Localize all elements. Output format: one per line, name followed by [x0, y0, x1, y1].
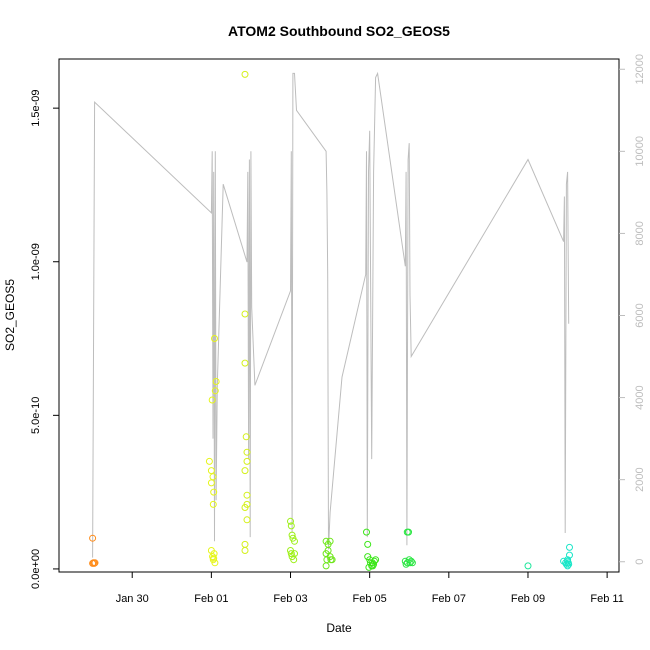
x-tick-label: Feb 05: [353, 593, 387, 605]
y2-tick-label: 6000: [634, 303, 646, 327]
data-point: [211, 387, 219, 395]
data-point: [288, 531, 296, 539]
altitude-line-layer: [92, 71, 570, 558]
data-point: [211, 559, 219, 567]
data-point: [211, 335, 218, 342]
data-point: [243, 516, 251, 524]
x-axis: Jan 30 Feb 01 Feb 03 Feb 05 Feb 07 Feb 09 Feb …: [116, 572, 624, 605]
data-point: [287, 550, 295, 558]
data-point: [243, 448, 251, 456]
y2-tick-label: 10000: [634, 136, 646, 167]
data-point: [212, 378, 220, 385]
data-point: [209, 473, 217, 481]
plot-frame: [58, 58, 620, 573]
data-points-layer: [89, 70, 573, 571]
altitude-line: [92, 71, 570, 558]
data-point: [564, 557, 572, 565]
data-point: [210, 488, 218, 496]
data-point: [326, 537, 334, 545]
data-point: [287, 522, 295, 530]
data-point: [363, 528, 370, 536]
data-point: [241, 547, 249, 554]
data-point: [407, 557, 415, 565]
x-tick-label: Feb 11: [590, 593, 623, 605]
data-point: [210, 550, 218, 558]
y-tick-label: 1.5e-09: [30, 89, 42, 126]
data-point: [91, 559, 99, 567]
x-tick-label: Feb 07: [432, 593, 466, 605]
x-tick-label: Feb 03: [273, 593, 307, 605]
data-point: [210, 554, 218, 562]
data-point: [208, 396, 216, 404]
data-point: [90, 559, 98, 567]
data-point: [207, 467, 215, 475]
data-point: [562, 560, 570, 568]
data-point: [243, 457, 251, 465]
secondary-y-axis: 0 2000 4000 6000 8000 10000 12000: [619, 54, 646, 565]
data-point: [322, 562, 330, 570]
x-tick-label: Jan 30: [116, 593, 149, 605]
data-point: [291, 537, 298, 545]
y2-tick-label: 12000: [634, 54, 646, 85]
y-tick-label: 5.0e-10: [30, 397, 42, 434]
data-point: [241, 70, 249, 78]
y-axis: 0.0e+00 5.0e-10 1.0e-09 1.5e-09: [30, 89, 59, 589]
data-point: [564, 562, 572, 570]
data-point: [241, 359, 249, 367]
y2-tick-label: 2000: [634, 467, 646, 491]
data-point: [408, 559, 416, 567]
y2-tick-label: 4000: [634, 385, 646, 409]
data-point: [205, 457, 213, 465]
data-point: [566, 551, 573, 559]
data-point: [241, 540, 249, 548]
y-axis-label: SO2_GEOS5: [3, 279, 17, 351]
data-point: [565, 560, 573, 568]
data-point: [242, 433, 250, 441]
x-tick-label: Feb 01: [194, 593, 228, 605]
data-point: [524, 562, 532, 570]
data-point: [291, 550, 298, 558]
chart-title: ATOM2 Southbound SO2_GEOS5: [228, 23, 450, 39]
x-tick-label: Feb 09: [511, 593, 545, 605]
y-tick-label: 1.0e-09: [30, 243, 42, 280]
data-point: [372, 556, 380, 564]
data-point: [364, 540, 372, 548]
y2-tick-label: 8000: [634, 221, 646, 245]
data-point: [243, 500, 251, 508]
data-point: [566, 543, 573, 551]
data-point: [241, 467, 249, 475]
data-point: [405, 528, 412, 536]
data-point: [370, 557, 378, 565]
data-point: [243, 491, 251, 499]
data-point: [406, 559, 414, 567]
data-point: [207, 479, 215, 487]
data-point: [365, 563, 373, 571]
data-point: [402, 560, 410, 568]
data-point: [287, 517, 294, 525]
data-point: [369, 562, 377, 570]
data-point: [89, 534, 97, 542]
data-point: [209, 500, 217, 508]
data-point: [241, 310, 249, 318]
data-point: [328, 556, 336, 564]
y-tick-label: 0.0e+00: [30, 549, 42, 589]
y2-tick-label: 0: [634, 559, 646, 565]
x-axis-label: Date: [326, 621, 352, 635]
data-point: [324, 547, 332, 554]
